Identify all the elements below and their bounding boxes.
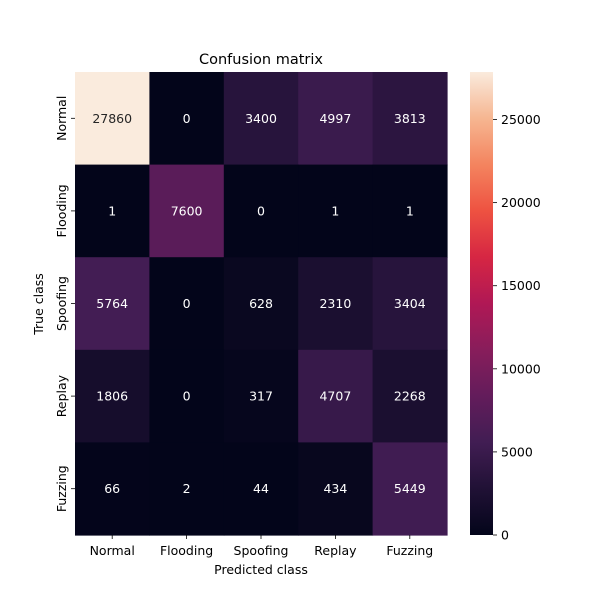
colorbar-tick-label: 20000 — [501, 195, 541, 210]
cell-value-label: 3813 — [394, 111, 426, 126]
cell-value-label: 0 — [183, 111, 191, 126]
colorbar — [470, 72, 493, 535]
heatmap-cell — [75, 72, 150, 166]
cell-value-label: 5449 — [394, 481, 426, 496]
x-tick-label: Normal — [90, 543, 135, 558]
cell-value-label: 5764 — [96, 296, 128, 311]
heatmap-cell — [75, 349, 150, 443]
cell-value-label: 2310 — [319, 296, 351, 311]
x-axis-label: Predicted class — [214, 562, 308, 577]
y-tick-label: Normal — [54, 96, 69, 141]
heatmap-cell — [298, 349, 374, 443]
heatmap-cell — [223, 349, 299, 443]
heatmap-cell — [149, 72, 225, 166]
colorbar-ticks: 0 5000 10000 15000 20000 25000 — [493, 112, 541, 543]
cell-value-label: 1806 — [96, 389, 128, 404]
cell-value-label: 0 — [183, 389, 191, 404]
cell-value-label: 1 — [406, 203, 414, 218]
y-tick-label: Flooding — [54, 184, 69, 237]
heatmap-cell — [298, 164, 374, 258]
heatmap-cell — [372, 442, 448, 536]
heatmap-cells — [75, 72, 448, 536]
colorbar-tick-label: 0 — [501, 528, 509, 543]
cell-value-label: 317 — [249, 389, 273, 404]
y-axis-label: True class — [31, 273, 46, 336]
heatmap-cell-labels: 27860 0 3400 4997 3813 1 7600 0 1 1 5764 0 628 2310 34… — [92, 111, 425, 496]
heatmap-cell — [149, 442, 225, 536]
x-tick-label: Spoofing — [234, 543, 289, 558]
heatmap-cell — [223, 442, 299, 536]
cell-value-label: 27860 — [92, 111, 132, 126]
y-tick-label: Fuzzing — [54, 465, 69, 512]
cell-value-label: 7600 — [171, 203, 203, 218]
cell-value-label: 2 — [183, 481, 191, 496]
y-axis: Normal Flooding Spoofing Replay Fuzzing — [54, 96, 75, 512]
chart-title: Confusion matrix — [199, 52, 323, 68]
heatmap-cell — [372, 349, 448, 443]
heatmap-cell — [75, 164, 150, 258]
cell-value-label: 1 — [108, 203, 116, 218]
x-axis: Normal Flooding Spoofing Replay Fuzzing — [90, 535, 433, 558]
y-tick-label: Spoofing — [54, 276, 69, 331]
colorbar-tick-label: 25000 — [501, 112, 541, 127]
heatmap-cell — [372, 72, 448, 166]
heatmap-cell — [149, 257, 225, 351]
cell-value-label: 628 — [249, 296, 273, 311]
heatmap-cell — [298, 442, 374, 536]
cell-value-label: 0 — [183, 296, 191, 311]
heatmap-cell — [223, 164, 299, 258]
cell-value-label: 0 — [257, 203, 265, 218]
heatmap-cell — [298, 257, 374, 351]
x-tick-label: Flooding — [160, 543, 213, 558]
heatmap-cell — [298, 72, 374, 166]
heatmap-cell — [372, 164, 448, 258]
x-tick-label: Replay — [314, 543, 357, 558]
y-tick-label: Replay — [54, 374, 69, 417]
colorbar-tick-label: 10000 — [501, 361, 541, 376]
heatmap-cell — [149, 164, 225, 258]
cell-value-label: 4707 — [319, 389, 351, 404]
heatmap-cell — [149, 349, 225, 443]
colorbar-tick-label: 15000 — [501, 278, 541, 293]
cell-value-label: 3404 — [394, 296, 426, 311]
heatmap-cell — [223, 72, 299, 166]
cell-value-label: 1 — [331, 203, 339, 218]
heatmap-cell — [223, 257, 299, 351]
x-tick-label: Fuzzing — [386, 543, 433, 558]
cell-value-label: 4997 — [319, 111, 351, 126]
cell-value-label: 434 — [323, 481, 347, 496]
heatmap-cell — [75, 257, 150, 351]
cell-value-label: 66 — [104, 481, 120, 496]
heatmap-cell — [75, 442, 150, 536]
cell-value-label: 44 — [253, 481, 269, 496]
cell-value-label: 2268 — [394, 389, 426, 404]
heatmap-cell — [372, 257, 448, 351]
cell-value-label: 3400 — [245, 111, 277, 126]
colorbar-tick-label: 5000 — [501, 444, 533, 459]
